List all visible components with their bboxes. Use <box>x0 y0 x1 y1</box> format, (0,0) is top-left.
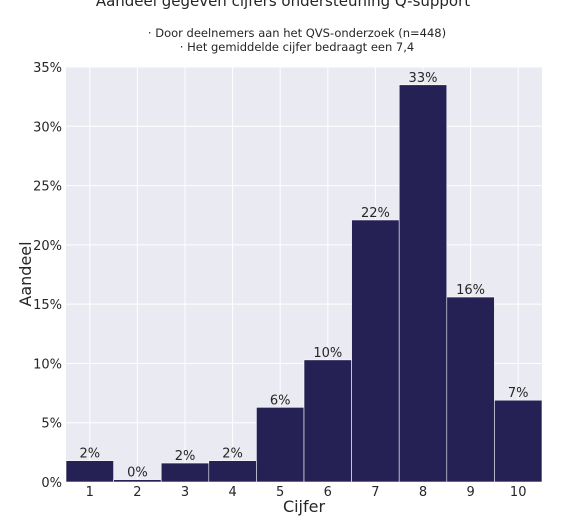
y-tick-label-3: 15% <box>33 298 62 313</box>
bar-label-6: 10% <box>313 346 342 361</box>
x-tick-label-8: 8 <box>419 485 427 500</box>
y-tick-label-4: 20% <box>33 239 62 254</box>
chart-subtitle-line-2: · Het gemiddelde cijfer bedraagt een 7,4 <box>180 40 414 54</box>
chart-title: Aandeel gegeven cijfers ondersteuning Q-… <box>96 0 470 10</box>
bar-label-4: 2% <box>222 447 243 462</box>
x-tick-label-5: 5 <box>276 485 284 500</box>
bar-label-3: 2% <box>175 449 196 464</box>
x-tick-label-10: 10 <box>510 485 527 500</box>
x-tick-label-3: 3 <box>181 485 189 500</box>
bar-label-10: 7% <box>508 386 529 401</box>
chart-subtitle-line-1: · Door deelnemers aan het QVS-onderzoek … <box>148 26 446 40</box>
bar-label-9: 16% <box>456 283 485 298</box>
x-tick-label-1: 1 <box>86 485 94 500</box>
bar-label-7: 22% <box>361 206 390 221</box>
bar-1 <box>65 460 114 483</box>
bar-label-2: 0% <box>127 466 148 481</box>
x-tick-label-6: 6 <box>324 485 332 500</box>
y-axis-label: Aandeel <box>16 241 35 306</box>
x-tick-label-4: 4 <box>228 485 236 500</box>
y-tick-label-1: 5% <box>41 417 62 432</box>
x-tick-label-2: 2 <box>133 485 141 500</box>
x-tick-label-7: 7 <box>371 485 379 500</box>
bar-8 <box>398 84 448 483</box>
bar-4 <box>208 460 257 483</box>
bar-9 <box>446 296 495 483</box>
bar-5 <box>256 406 305 483</box>
x-tick-label-9: 9 <box>466 485 474 500</box>
bar-label-1: 2% <box>79 447 100 462</box>
y-tick-label-6: 30% <box>33 120 62 135</box>
x-axis-ticks: 1 2 3 4 5 6 7 8 9 10 <box>86 485 527 500</box>
y-tick-label-7: 35% <box>33 61 62 76</box>
bar-3 <box>160 462 210 483</box>
bar-labels: 2% 0% 2% 2% 6% 10% 22% 33% 16% 7% <box>79 71 528 481</box>
bar-10 <box>494 399 543 483</box>
bar-label-8: 33% <box>409 71 438 86</box>
y-tick-label-2: 10% <box>33 357 62 372</box>
x-axis-label: Cijfer <box>283 497 326 516</box>
y-tick-label-5: 25% <box>33 180 62 195</box>
bar-label-5: 6% <box>270 393 291 408</box>
y-axis-ticks: 0% 5% 10% 15% 20% 25% 30% 35% <box>33 61 62 491</box>
bars <box>65 84 543 483</box>
bar-6 <box>303 359 352 483</box>
bar-7 <box>351 219 400 483</box>
y-tick-label-0: 0% <box>41 476 62 491</box>
